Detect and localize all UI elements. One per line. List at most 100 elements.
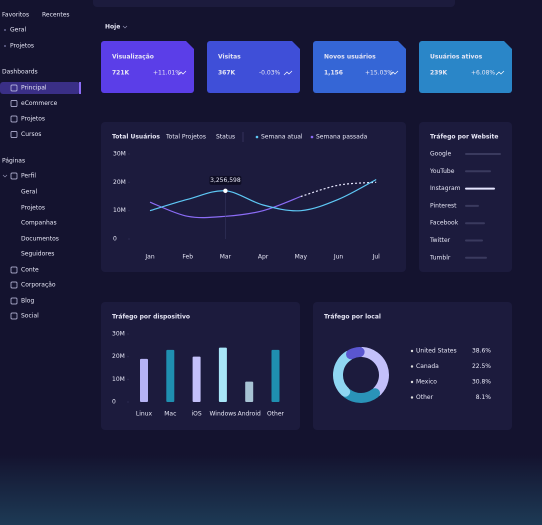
stat-card (419, 41, 512, 93)
card-corner (398, 41, 406, 49)
chart-tab[interactable]: Status (216, 134, 235, 141)
legend-label: Semana passada (316, 134, 368, 141)
stat-card (207, 41, 300, 93)
x-tick-label: Apr (258, 254, 269, 261)
stat-card (313, 41, 406, 93)
bar (465, 222, 485, 225)
nav-item[interactable]: Companhas (21, 220, 57, 227)
icon (10, 115, 18, 123)
bar (465, 256, 487, 259)
category-label: Pinterest (430, 202, 457, 209)
bar (166, 349, 175, 402)
donut-segment (346, 347, 365, 360)
trend-icon (177, 70, 187, 76)
x-tick-label: Linux (136, 411, 153, 418)
x-tick-label: Feb (182, 254, 193, 261)
chevron (122, 25, 128, 29)
bar (465, 153, 501, 155)
chart-tab[interactable]: Total Usuários (112, 134, 160, 141)
legend-dot (410, 396, 414, 399)
icon (10, 281, 18, 289)
stat-title: Usuários ativos (430, 54, 483, 61)
legend-label: Mexico (416, 379, 437, 386)
bar (192, 356, 201, 402)
section-heading: Dashboards (2, 69, 38, 76)
nav-item[interactable]: Perfil (21, 173, 36, 180)
nav-item[interactable]: Geral (10, 27, 26, 34)
active-item-bg (0, 82, 80, 94)
trend-icon (389, 70, 399, 76)
category-label: Google (430, 151, 451, 158)
legend-label: Other (416, 394, 434, 401)
stat-value: 239K (430, 70, 448, 77)
y-tick-label: 10M (112, 376, 125, 383)
icon (10, 131, 18, 138)
stat-value: 367K (218, 70, 236, 77)
nav-item[interactable]: Conte (21, 267, 39, 274)
bullet (4, 45, 6, 47)
x-tick-label: May (295, 254, 308, 261)
nav-item[interactable]: Projetos (21, 205, 45, 212)
panel (101, 122, 406, 272)
y-tick-label: 0 (112, 399, 116, 406)
y-tick-label: 0 (113, 236, 117, 243)
chart-tab[interactable]: Total Projetos (165, 134, 206, 141)
legend-label: United States (416, 348, 457, 355)
footer-glow (0, 455, 542, 525)
icon (10, 100, 18, 107)
trend-icon (495, 70, 505, 76)
icon (10, 172, 18, 180)
icon (10, 297, 18, 305)
nav-item[interactable]: Projetos (21, 116, 45, 123)
x-tick-label: Jan (144, 254, 154, 261)
nav-item[interactable]: Projetos (10, 43, 34, 50)
y-tick-label: 30M (113, 151, 126, 158)
card-corner (292, 41, 300, 49)
category-label: Tumblr (429, 254, 451, 261)
nav-item[interactable]: Documentos (21, 236, 59, 243)
value-label: 8.1% (476, 394, 492, 401)
legend-dot (410, 380, 414, 384)
tooltip-text: 3,256,598 (210, 177, 241, 184)
stat-change: +6.08% (471, 70, 495, 77)
category-label: Facebook (430, 220, 459, 227)
icon (10, 84, 18, 92)
active-item-marker (79, 82, 81, 94)
nav-item[interactable]: Corporação (21, 282, 56, 289)
tab[interactable]: Favoritos (2, 12, 29, 19)
card-corner (504, 41, 512, 49)
y-tick-label: 30M (112, 331, 125, 338)
nav-item[interactable]: Geral (21, 189, 37, 196)
bar (218, 347, 227, 402)
x-tick-label: iOS (191, 411, 201, 418)
stat-change: +11.01% (153, 70, 181, 77)
category-label: Twitter (429, 237, 451, 244)
value-label: 38.6% (472, 348, 491, 355)
donut-segment (342, 388, 381, 403)
panel-title: Tráfego por Website (430, 134, 498, 141)
date-filter[interactable]: Hoje (105, 24, 120, 31)
legend-label: Canada (416, 363, 439, 370)
donut-segment (333, 350, 354, 397)
stat-change: +15.03% (365, 70, 393, 77)
category-label: YouTube (429, 168, 455, 175)
nav-item[interactable]: Principal (21, 85, 47, 92)
nav-item[interactable]: Cursos (21, 131, 41, 138)
tooltip (209, 175, 242, 185)
legend-label: Semana atual (261, 134, 303, 141)
bullet (4, 29, 6, 31)
nav-item[interactable]: eCommerce (21, 100, 58, 107)
nav-item[interactable]: Social (21, 313, 39, 320)
stat-title: Novos usuários (324, 54, 376, 61)
line-series (300, 181, 377, 198)
y-tick-label: 20M (113, 179, 126, 186)
panel (419, 122, 512, 272)
nav-item[interactable]: Blog (21, 298, 34, 305)
stat-title: Visitas (218, 54, 241, 61)
x-tick-label: Windows (210, 411, 237, 418)
tab[interactable]: Recentes (42, 12, 70, 19)
panel-title: Tráfego por dispositivo (112, 314, 190, 321)
bar (140, 358, 148, 402)
nav-item[interactable]: Seguidores (21, 251, 54, 258)
